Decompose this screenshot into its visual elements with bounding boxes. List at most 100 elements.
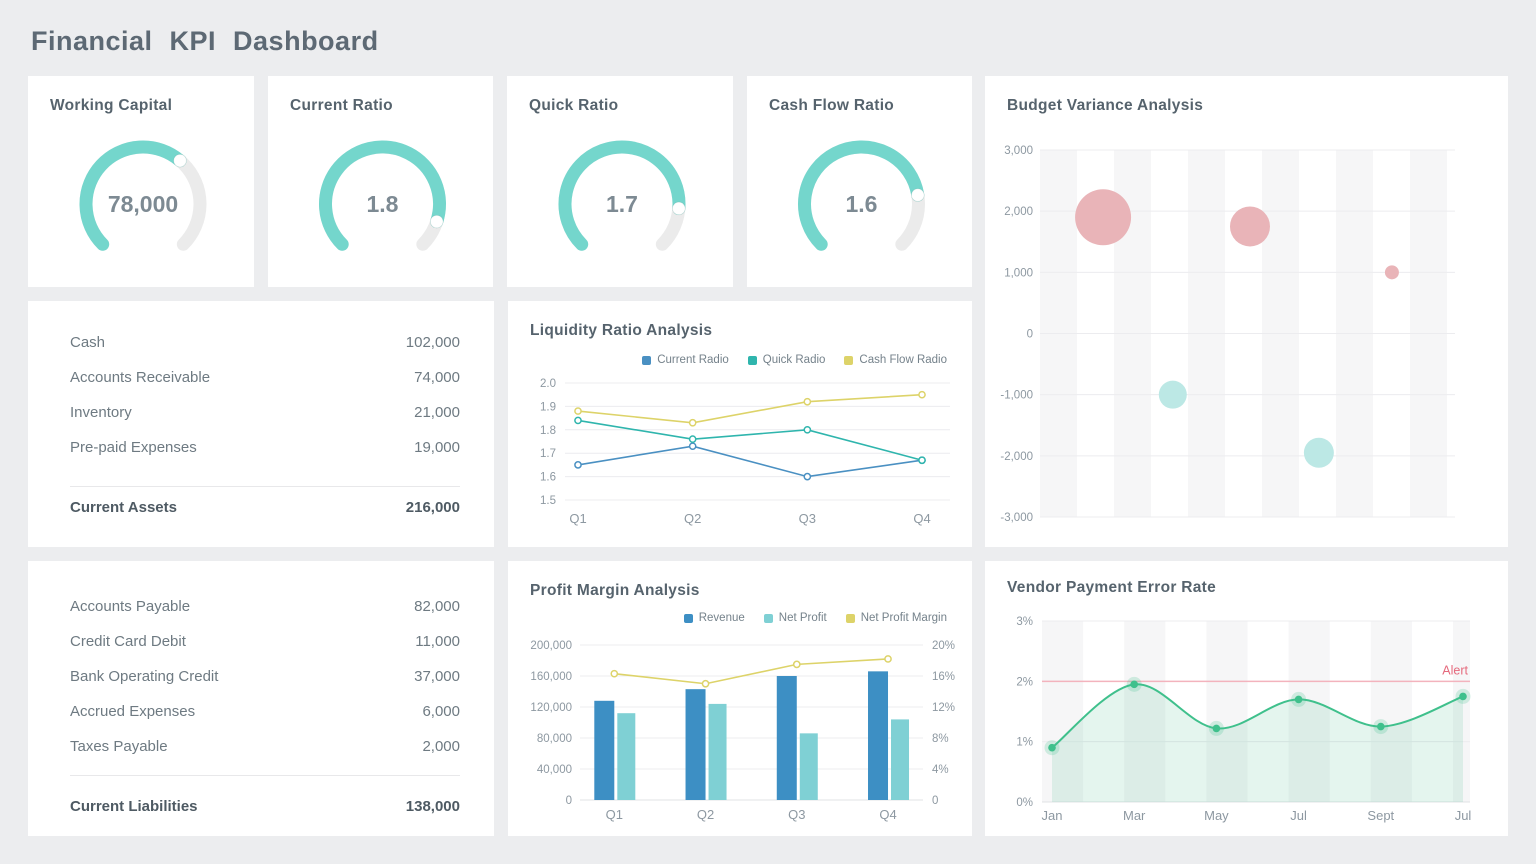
svg-text:Mar: Mar [1123, 808, 1146, 823]
svg-text:Q2: Q2 [684, 511, 701, 526]
legend-swatch [683, 613, 693, 623]
svg-text:1%: 1% [1016, 737, 1033, 749]
svg-text:1.8: 1.8 [540, 425, 556, 437]
legend-item-revenue[interactable]: Revenue [683, 612, 745, 624]
legend-item-net-profit[interactable]: Net Profit [763, 612, 827, 624]
svg-text:120,000: 120,000 [530, 702, 572, 714]
liquidity-ratio-title: Liquidity Ratio Analysis [530, 322, 713, 339]
series-cash-flow-radio [574, 390, 926, 427]
net-profit-margin-line [610, 655, 892, 688]
revenue-bar [594, 700, 615, 800]
svg-text:2.0: 2.0 [540, 378, 556, 390]
svg-text:1.6: 1.6 [540, 472, 556, 484]
row-value: 37,000 [414, 668, 460, 685]
legend-swatch [845, 613, 855, 623]
table-row: Taxes Payable 2,000 [70, 729, 460, 764]
variance-bubble [1158, 380, 1187, 409]
gauge-handle [910, 188, 925, 202]
svg-text:0: 0 [932, 795, 938, 807]
row-value: 82,000 [414, 598, 460, 615]
table-row: Accrued Expenses 6,000 [70, 694, 460, 729]
row-label: Accrued Expenses [70, 703, 196, 720]
data-point [1130, 680, 1138, 689]
gauge-title-working-capital: Working Capital [50, 97, 173, 114]
liabilities-rows: Accounts Payable 82,000 Credit Card Debit 1… [70, 561, 460, 764]
card-current-assets: Cash 102,000 Accounts Receivable 74,000 Inve… [28, 301, 494, 547]
gauge-cash-flow-ratio: 1.6 [798, 140, 925, 251]
legend-item-cash-flow-radio[interactable]: Cash Flow Radio [844, 354, 947, 366]
data-point [1048, 743, 1056, 752]
legend-label: Net Profit Margin [860, 612, 947, 624]
svg-text:Q4: Q4 [913, 511, 930, 526]
svg-text:1.7: 1.7 [540, 448, 556, 460]
row-label: Taxes Payable [70, 738, 168, 755]
svg-text:1.8: 1.8 [367, 191, 399, 217]
budget-variance-title: Budget Variance Analysis [1007, 97, 1204, 114]
legend-item-quick-radio[interactable]: Quick Radio [747, 354, 825, 366]
gauge-handle [173, 153, 187, 168]
row-value: 74,000 [414, 369, 460, 386]
plot-stripes [1042, 621, 1470, 802]
legend-item-net-profit-margin[interactable]: Net Profit Margin [845, 612, 947, 624]
revenue-bar [685, 689, 706, 800]
assets-divider [70, 486, 460, 487]
card-profit-margin: Profit Margin Analysis Revenue Net Profit… [508, 561, 972, 836]
net-profit-bar [708, 703, 727, 800]
vendor-error-rate-chart: 3% 2% 1% 0% Alert Jan Mar May Jul Sept Jul [1016, 616, 1472, 823]
svg-text:Jul: Jul [1290, 808, 1307, 823]
svg-text:8%: 8% [932, 733, 949, 745]
row-label: Accounts Payable [70, 598, 191, 615]
legend-swatch [844, 355, 854, 365]
svg-text:Jul: Jul [1455, 808, 1472, 823]
legend-item-current-radio[interactable]: Current Radio [642, 354, 729, 366]
svg-text:1.5: 1.5 [540, 495, 556, 507]
budget-bubbles [1075, 189, 1399, 468]
table-row: Inventory 21,000 [70, 395, 460, 430]
table-row: Accounts Payable 82,000 [70, 589, 460, 624]
gauge-quick-ratio: 1.7 [558, 140, 686, 251]
svg-text:1.7: 1.7 [606, 191, 638, 217]
card-cash-flow-ratio: Cash Flow Ratio 1.6 [747, 76, 972, 287]
row-label: Bank Operating Credit [70, 668, 219, 685]
revenue-bar [776, 676, 797, 800]
liquidity-ratio-chart: 2.0 1.9 1.8 1.7 1.6 1.5 Q1 Q2 Q3 Q4 [540, 378, 950, 526]
legend-swatch [747, 355, 757, 365]
profit-margin-chart: 200,000 160,000 120,000 80,000 40,000 0 20% 16%… [530, 640, 955, 822]
gauge-current-ratio: 1.8 [319, 140, 446, 251]
svg-text:Q1: Q1 [606, 807, 623, 822]
legend-label: Current Radio [657, 354, 729, 366]
data-point [1212, 724, 1221, 733]
table-row: Accounts Receivable 74,000 [70, 360, 460, 395]
row-label: Cash [70, 334, 106, 351]
svg-text:0: 0 [1027, 329, 1033, 341]
svg-text:Q2: Q2 [697, 807, 714, 822]
legend-label: Net Profit [778, 612, 827, 624]
liabilities-total-row: Current Liabilities 138,000 [70, 786, 460, 826]
svg-text:Q3: Q3 [799, 511, 816, 526]
svg-text:2%: 2% [1016, 676, 1033, 688]
budget-variance-chart: 3,000 2,000 1,000 0 -1,000 -2,000 -3,000 [1000, 145, 1455, 524]
row-label: Inventory [70, 404, 132, 421]
svg-text:1.9: 1.9 [540, 401, 556, 413]
grid-lines: 2.0 1.9 1.8 1.7 1.6 1.5 [540, 378, 950, 507]
svg-text:16%: 16% [932, 671, 955, 683]
profit-margin-legend: Revenue Net Profit Net Profit Margin [683, 612, 947, 624]
liquidity-legend: Current Radio Quick Radio Cash Flow Radio [642, 354, 947, 366]
svg-text:160,000: 160,000 [530, 671, 572, 683]
table-row: Pre-paid Expenses 19,000 [70, 430, 460, 465]
gauge-handle [429, 214, 444, 229]
legend-label: Revenue [698, 612, 745, 624]
assets-total-value: 216,000 [405, 498, 460, 516]
net-profit-bar [617, 713, 636, 800]
series-quick-radio [574, 416, 926, 465]
card-working-capital: Working Capital 78,000 [28, 76, 254, 287]
data-point [1294, 695, 1303, 704]
liabilities-total-label: Current Liabilities [70, 797, 198, 815]
svg-text:200,000: 200,000 [530, 640, 572, 652]
row-label: Pre-paid Expenses [70, 439, 197, 456]
gauge-title-cash-flow-ratio: Cash Flow Ratio [769, 97, 895, 114]
svg-text:Sept: Sept [1367, 808, 1394, 823]
svg-text:May: May [1204, 808, 1229, 823]
variance-bubble [1303, 437, 1334, 468]
